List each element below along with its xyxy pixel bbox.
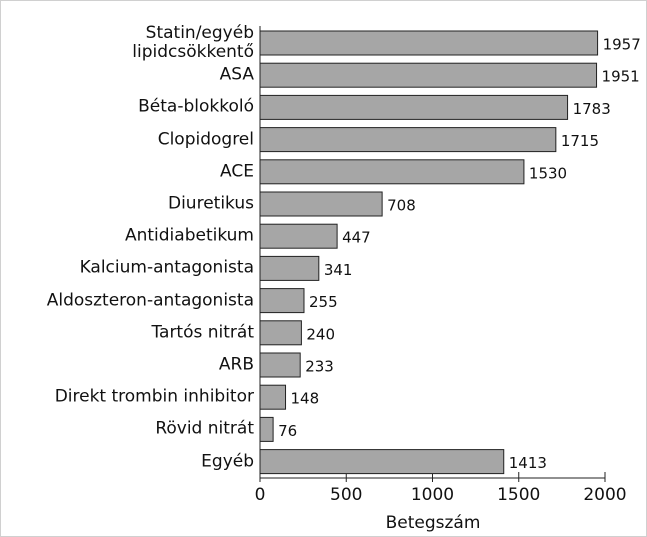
bar (259, 223, 338, 249)
value-label: 255 (309, 293, 338, 311)
bar (259, 191, 383, 217)
bar (259, 384, 287, 410)
bar (259, 320, 302, 346)
category-label: Statin/egyéb lipidcsökkentő (132, 23, 254, 62)
bar (259, 352, 301, 378)
category-label: Egyéb (201, 451, 254, 472)
bar (259, 127, 557, 153)
x-axis-label: Betegszám (386, 513, 481, 533)
category-label: Aldoszteron-antagonista (46, 290, 254, 311)
value-label: 1530 (529, 164, 567, 182)
value-label: 341 (324, 261, 353, 279)
value-label: 1715 (561, 132, 599, 150)
category-label: Clopidogrel (157, 129, 254, 150)
bar (259, 288, 305, 314)
category-label: Rövid nitrát (155, 418, 254, 439)
category-label: Kalcium-antagonista (79, 257, 254, 278)
x-tick-label: 1000 (411, 485, 454, 505)
value-label: 447 (342, 229, 371, 247)
value-label: 1413 (509, 454, 547, 472)
value-label: 1951 (602, 68, 640, 86)
value-label: 240 (306, 325, 335, 343)
category-label: Tartós nitrát (151, 322, 254, 343)
bar (259, 159, 525, 185)
bar (259, 62, 598, 88)
x-tick-label: 500 (330, 485, 362, 505)
value-label: 233 (305, 358, 334, 376)
bar (259, 255, 320, 281)
x-tick-label: 1500 (497, 485, 540, 505)
bar (259, 416, 274, 442)
category-label: Béta-blokkoló (138, 96, 254, 117)
x-tick-label: 0 (255, 485, 266, 505)
category-label: ASA (219, 64, 254, 85)
category-label: ACE (220, 161, 254, 182)
category-label: ARB (218, 354, 254, 375)
value-label: 1957 (603, 36, 641, 54)
bar (259, 449, 505, 475)
value-label: 1783 (573, 100, 611, 118)
category-label: Antidiabetikum (124, 225, 254, 246)
bar (259, 94, 569, 120)
value-label: 76 (278, 422, 297, 440)
value-label: 708 (387, 197, 416, 215)
category-label: Direkt trombin inhibitor (54, 386, 254, 407)
x-tick-label: 2000 (583, 485, 626, 505)
category-label: Diuretikus (167, 193, 254, 214)
bar (259, 30, 599, 56)
value-label: 148 (291, 390, 320, 408)
